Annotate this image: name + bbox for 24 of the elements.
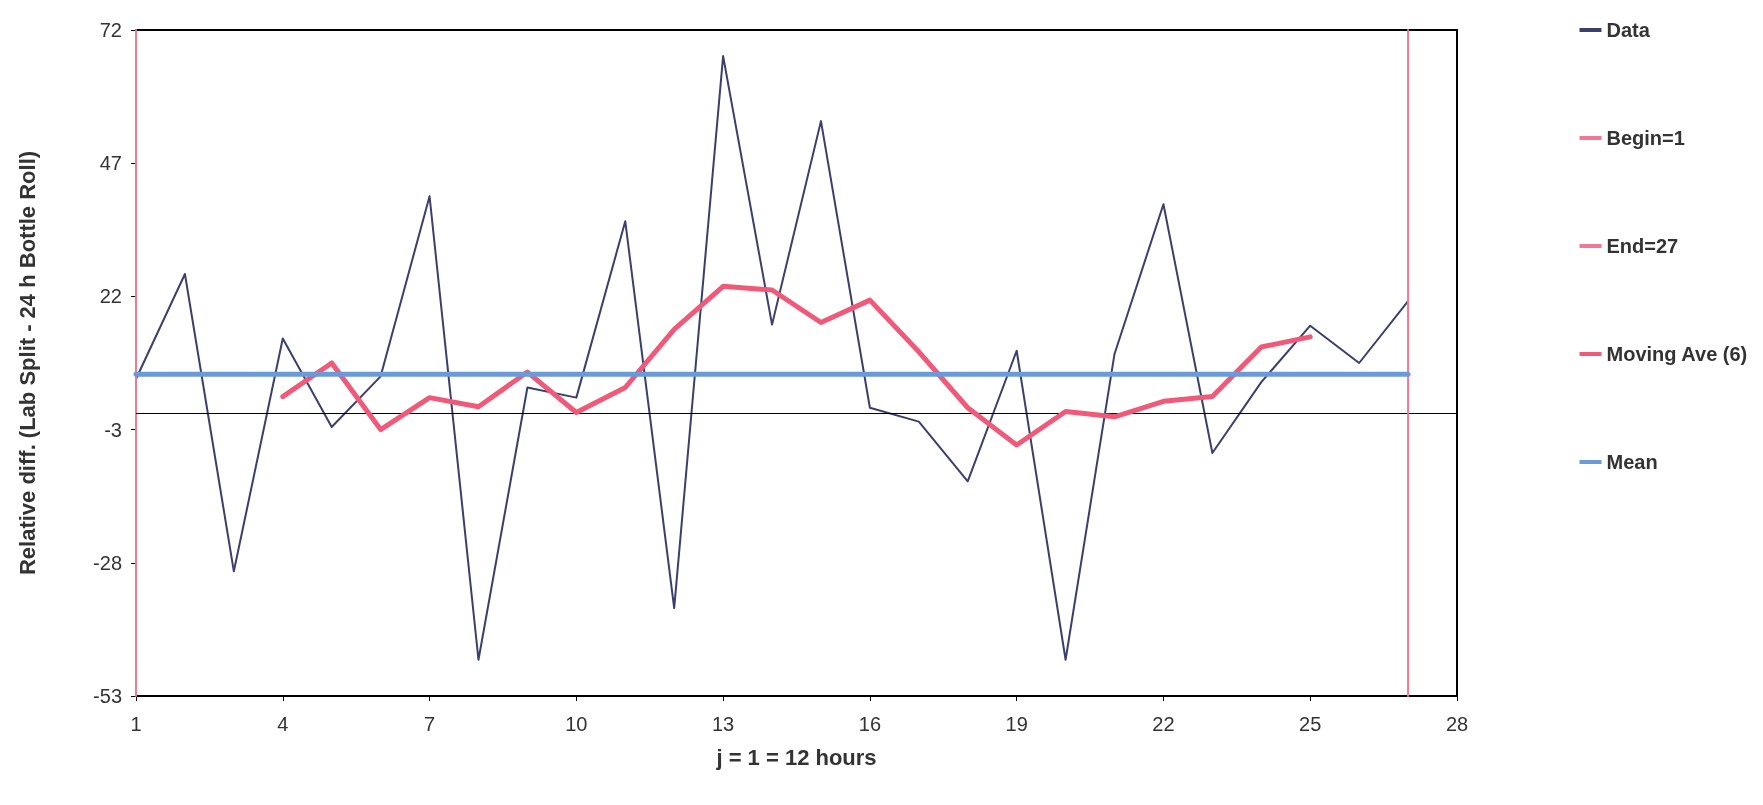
legend-label: Mean bbox=[1606, 451, 1658, 473]
y-tick-label: 72 bbox=[99, 19, 122, 41]
x-tick-label: 10 bbox=[565, 713, 588, 735]
legend-label: Begin=1 bbox=[1606, 127, 1685, 149]
legend-label: Moving Ave (6) bbox=[1606, 343, 1748, 365]
x-tick-label: 7 bbox=[423, 713, 436, 735]
x-tick-label: 28 bbox=[1445, 713, 1469, 735]
x-tick-label: 25 bbox=[1299, 713, 1322, 735]
y-tick-label: -53 bbox=[93, 685, 122, 707]
x-tick-label: 13 bbox=[711, 713, 735, 735]
x-tick-label: 1 bbox=[130, 713, 142, 735]
x-tick-label: 22 bbox=[1152, 713, 1175, 735]
y-tick-label: -28 bbox=[93, 551, 122, 574]
x-tick-label: 16 bbox=[858, 713, 882, 735]
line-series bbox=[135, 55, 1410, 661]
y-tick-label: -3 bbox=[104, 418, 122, 441]
y-tick-label: 22 bbox=[99, 285, 122, 308]
x-tick-label: 4 bbox=[277, 713, 289, 735]
x-tick-label: 19 bbox=[1005, 713, 1028, 735]
y-tick-label: 47 bbox=[99, 152, 122, 175]
y-axis-title: Relative diff. (Lab Split - 24 h Bottle Roll) bbox=[14, 150, 40, 576]
x-axis-title: j = 1 = 12 hours bbox=[715, 744, 877, 770]
legend-label: Data bbox=[1606, 19, 1651, 41]
legend-label: End=27 bbox=[1606, 235, 1679, 257]
